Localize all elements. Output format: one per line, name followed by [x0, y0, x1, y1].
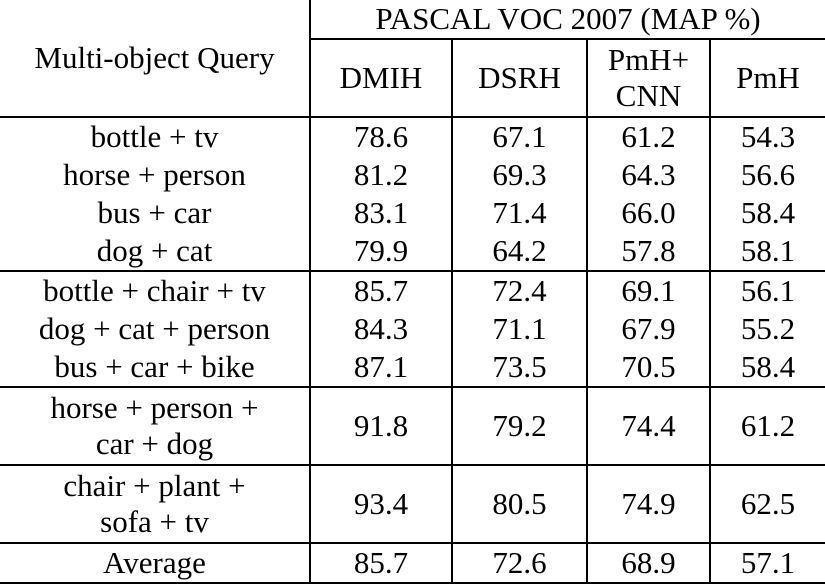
column-header-pmh: PmH — [710, 39, 825, 118]
value-cell: 67.9 — [587, 310, 711, 348]
table-row: Average 85.7 72.6 68.9 57.1 — [0, 542, 825, 584]
value-cell: 56.1 — [710, 270, 825, 310]
value-cell: 72.6 — [452, 542, 588, 584]
query-text: bus + car + bike — [54, 349, 255, 384]
query-cell: dog + cat — [0, 232, 311, 271]
value-cell: 64.2 — [452, 232, 588, 271]
query-cell: bus + car — [0, 194, 311, 232]
value-cell: 67.1 — [452, 117, 588, 156]
value-cell: 57.1 — [710, 542, 825, 584]
value-cell: 85.7 — [310, 270, 453, 310]
column-header-dsrh: DSRH — [452, 39, 588, 118]
value-cell: 80.5 — [452, 464, 588, 543]
value-cell: 85.7 — [310, 542, 453, 584]
query-text: dog + cat + person — [38, 311, 271, 346]
query-text: dog + cat — [96, 233, 213, 268]
column-header-dmih: DMIH — [310, 39, 453, 118]
query-text: bottle + tv — [90, 119, 219, 154]
value-cell: 73.5 — [452, 348, 588, 387]
value-cell: 68.9 — [587, 542, 711, 584]
query-text: bus + car — [97, 195, 212, 230]
query-text: chair + plant + — [63, 468, 246, 503]
table-row: horse + person + car + dog 91.8 79.2 74.4 61.… — [0, 386, 825, 465]
query-text: horse + person — [63, 157, 246, 192]
table-row: dog + cat 79.9 64.2 57.8 58.1 — [0, 232, 825, 271]
value-cell: 62.5 — [710, 464, 825, 543]
value-cell: 61.2 — [587, 117, 711, 156]
query-text: car + dog — [95, 426, 214, 461]
value-cell: 84.3 — [310, 310, 453, 348]
table-row: horse + person 81.2 69.3 64.3 56.6 — [0, 156, 825, 194]
value-cell: 54.3 — [740, 119, 796, 154]
query-text: bottle + chair + tv — [43, 273, 266, 308]
value-cell: 58.4 — [740, 349, 796, 384]
value-cell: 83.1 — [310, 194, 453, 232]
table-row: bus + car + bike 87.1 73.5 70.5 58.4 — [0, 348, 825, 387]
column-header-pmh-cnn: PmH+ CNN — [587, 39, 711, 118]
value-cell: 74.4 — [587, 386, 711, 465]
group-header: PASCAL VOC 2007 (MAP %) — [310, 0, 825, 40]
table-row: chair + plant + sofa + tv 93.4 80.5 74.9 62.5 — [0, 464, 825, 543]
query-cell: horse + person — [0, 156, 311, 194]
corner-header: Multi-object Query — [0, 0, 311, 118]
query-cell: bottle + chair + tv — [0, 270, 311, 310]
query-text: horse + person + — [50, 390, 259, 425]
value-cell: 71.1 — [452, 310, 588, 348]
table-body: bottle + tv 78.6 67.1 61.2 54.3 horse + perso… — [0, 117, 825, 584]
value-cell: 69.3 — [452, 156, 588, 194]
value-cell: 91.8 — [310, 386, 453, 465]
value-cell: 74.9 — [587, 464, 711, 543]
table-row: bus + car 83.1 71.4 66.0 58.4 — [0, 194, 825, 232]
value-cell: 81.2 — [310, 156, 453, 194]
value-cell: 87.1 — [310, 348, 453, 387]
query-cell: chair + plant + sofa + tv — [0, 464, 311, 543]
value-cell: 55.2 — [740, 311, 796, 346]
value-cell: 79.2 — [452, 386, 588, 465]
value-cell: 70.5 — [587, 348, 711, 387]
query-cell: bottle + tv — [0, 117, 311, 156]
query-cell: horse + person + car + dog — [0, 386, 311, 465]
query-cell: Average — [0, 542, 311, 584]
value-cell: 78.6 — [310, 117, 453, 156]
value-cell: 61.2 — [710, 386, 825, 465]
table-row: bottle + chair + tv 85.7 72.4 69.1 56.1 — [0, 270, 825, 310]
table-row: dog + cat + person 84.3 71.1 67.9 55.2 — [0, 310, 825, 348]
value-cell: 58.4 — [740, 195, 796, 230]
value-cell: 57.8 — [587, 232, 711, 271]
query-cell: bus + car + bike — [0, 348, 311, 387]
value-cell: 69.1 — [587, 270, 711, 310]
value-cell: 72.4 — [452, 270, 588, 310]
query-text: Average — [103, 545, 206, 580]
value-cell: 93.4 — [310, 464, 453, 543]
query-cell: dog + cat + person — [0, 310, 311, 348]
value-cell: 79.9 — [310, 232, 453, 271]
value-cell: 66.0 — [587, 194, 711, 232]
table-row: bottle + tv 78.6 67.1 61.2 54.3 — [0, 117, 825, 156]
value-cell: 64.3 — [587, 156, 711, 194]
value-cell: 56.6 — [740, 157, 796, 192]
value-cell: 58.1 — [740, 233, 796, 268]
query-text: sofa + tv — [100, 504, 209, 539]
value-cell: 71.4 — [452, 194, 588, 232]
